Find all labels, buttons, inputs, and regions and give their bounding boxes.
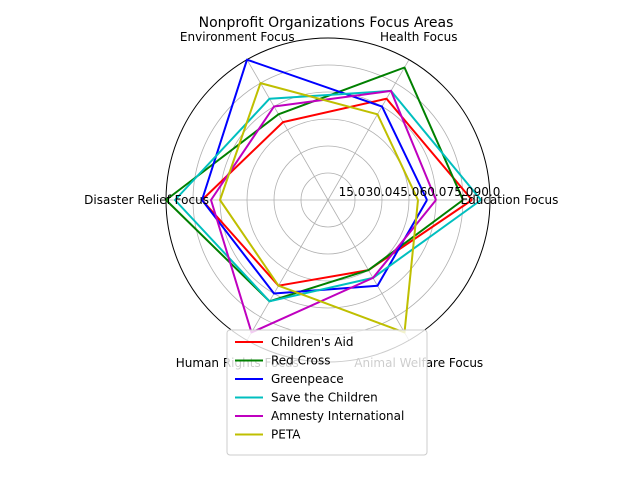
chart-title: Nonprofit Organizations Focus Areas <box>199 15 454 31</box>
axis-label: Education Focus <box>461 193 559 207</box>
legend-label: Amnesty International <box>271 409 404 423</box>
radial-tick-label: 90.0 <box>474 185 501 199</box>
series-line <box>201 58 428 295</box>
radial-tick-label: 15.0 <box>339 185 366 199</box>
legend: Children's Aid Red Cross Greenpeace Save th… <box>226 329 428 456</box>
legend-label: Greenpeace <box>271 372 344 386</box>
legend-label: PETA <box>271 428 301 442</box>
radial-tick-label: 75.0 <box>447 185 474 199</box>
radial-tick-label: 30.0 <box>366 185 393 199</box>
radar-grid <box>165 37 491 363</box>
axis-label: Disaster Relief Focus <box>84 193 209 207</box>
radial-tick-label: 60.0 <box>420 185 447 199</box>
legend-label: Save the Children <box>271 391 378 405</box>
grid-ring <box>273 145 383 255</box>
legend-label: Children's Aid <box>271 335 353 349</box>
series-line <box>210 89 437 334</box>
legend-label: Red Cross <box>271 354 331 368</box>
legend-box <box>226 329 428 456</box>
grid-ring <box>246 118 410 282</box>
series-line <box>165 66 464 303</box>
radar-series <box>165 58 482 334</box>
axis-label: Health Focus <box>380 30 458 44</box>
axis-label: Environment Focus <box>180 30 295 44</box>
grid-ring <box>300 172 356 228</box>
radial-tick-label: 45.0 <box>393 185 420 199</box>
